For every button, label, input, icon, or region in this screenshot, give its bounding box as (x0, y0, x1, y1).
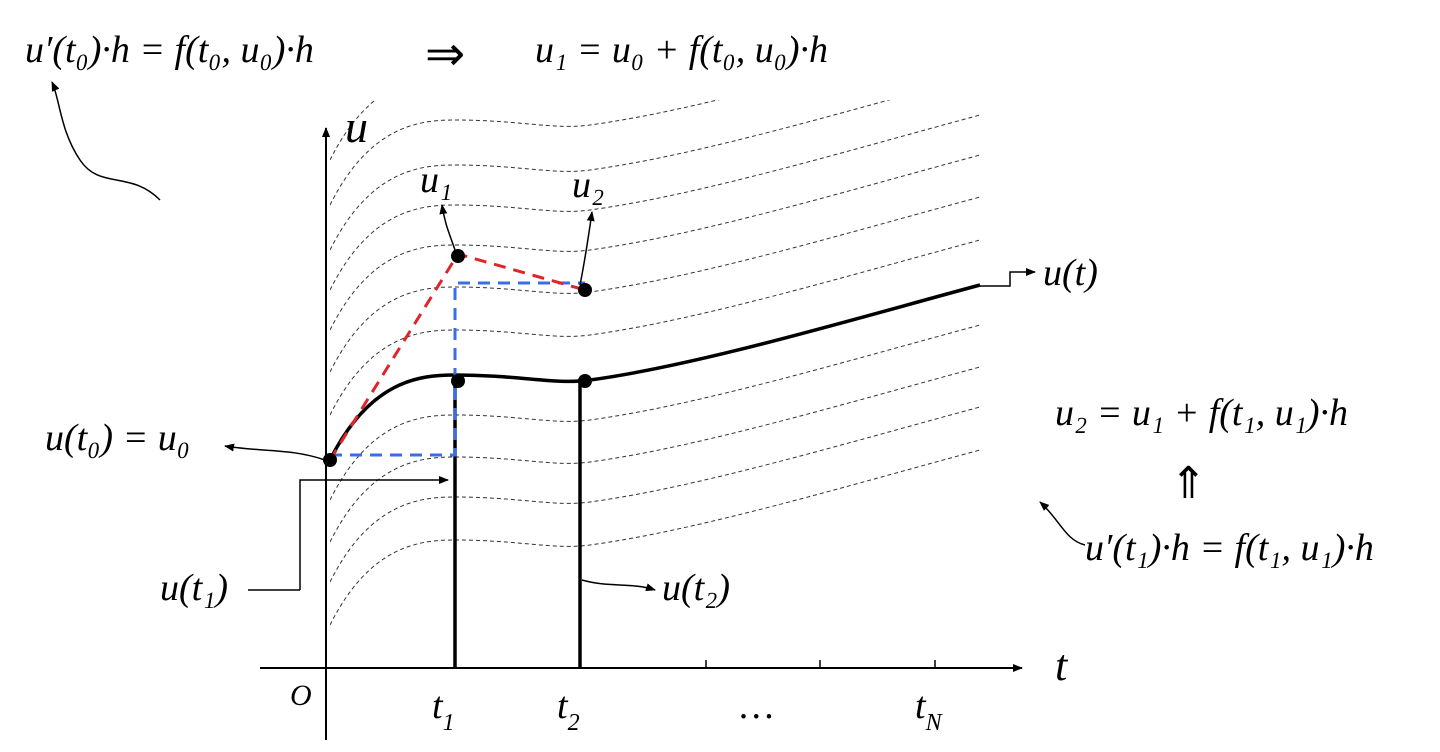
equation: u′(t₀)·h = f(t₀, u₀)·h (25, 29, 314, 71)
euler-path (328, 252, 586, 461)
equation: u′(t₁)·h = f(t₁, u₁)·h (1085, 527, 1374, 569)
label: u₂ (572, 164, 604, 206)
dashed-curve (330, 154, 981, 331)
label: u₁ (420, 159, 452, 201)
label: u(t₁) (160, 567, 228, 609)
dashed-curve (330, 100, 720, 206)
pointer-arrows (51, 81, 1086, 592)
tick-sub: 1 (443, 710, 455, 736)
tick-base: t (915, 685, 927, 727)
dashed-curve (330, 100, 891, 251)
x-tick-label: t1 (432, 685, 455, 736)
tick-sub: 2 (568, 710, 580, 736)
step-lines (330, 281, 585, 457)
tick-sub: N (925, 710, 944, 736)
solution-curve (328, 283, 981, 461)
dashed-curve (330, 196, 981, 373)
tick-base: … (740, 685, 774, 727)
x-tick-label: t2 (557, 685, 580, 736)
tick-base: t (557, 685, 569, 727)
label: u(t₂) (662, 567, 730, 609)
equation: u₁ = u₀ + f(t₀, u₀)·h (535, 29, 828, 71)
dashed-curve (330, 114, 981, 291)
points (323, 249, 592, 467)
tick-base: t (432, 685, 444, 727)
dashed-curve (330, 449, 981, 626)
dashed-curve (330, 406, 981, 583)
dashed-curve (330, 366, 981, 543)
label: u(t) (1043, 252, 1098, 294)
dashed-curve (330, 324, 981, 501)
tick-marks (705, 660, 936, 668)
dashed-curve (330, 239, 981, 416)
equation: u₂ = u₁ + f(t₁, u₁)·h (1055, 392, 1348, 434)
implies: ⇒ (425, 28, 465, 81)
y-axis-label: u (345, 101, 368, 152)
x-tick-label: tN (915, 685, 944, 736)
x-axis-label: t (1055, 641, 1069, 690)
solution-family (330, 100, 981, 626)
x-tick-label: … (740, 685, 774, 727)
implied-by: ⇑ (1170, 459, 1207, 508)
origin-label: O (290, 679, 312, 712)
label: u(t₀) = u₀ (45, 417, 190, 459)
